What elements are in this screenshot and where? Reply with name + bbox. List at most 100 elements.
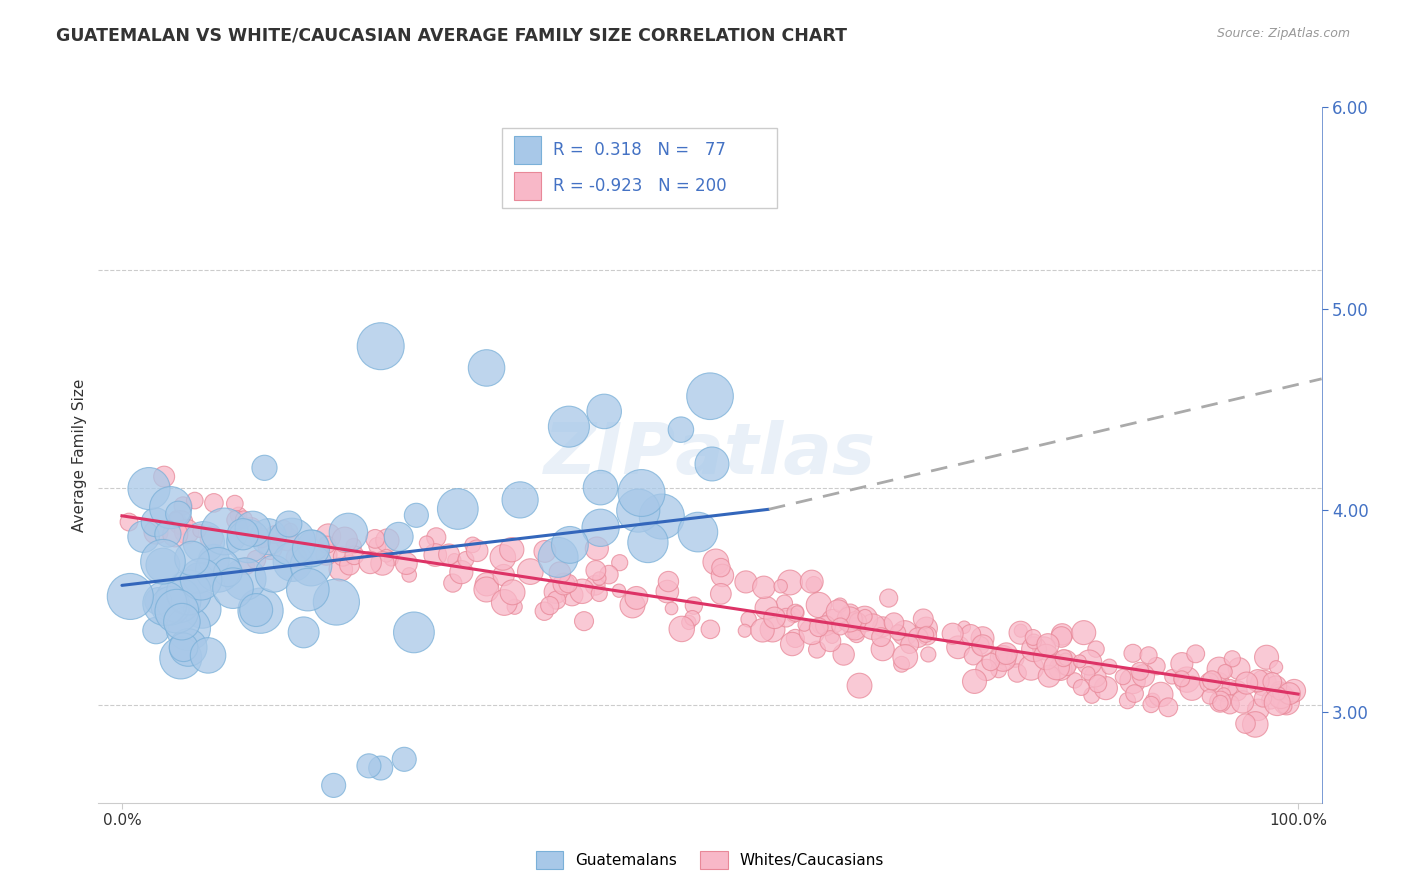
Text: R =  0.318   N =   77: R = 0.318 N = 77 — [554, 141, 727, 159]
Point — [465, 543, 488, 558]
Point — [548, 566, 571, 580]
Point — [357, 759, 380, 773]
Point — [995, 647, 1018, 661]
Point — [1140, 698, 1163, 712]
Point — [375, 549, 398, 563]
Point — [553, 577, 575, 591]
Point — [177, 585, 200, 599]
Point — [917, 648, 939, 662]
Point — [253, 460, 276, 475]
Point — [329, 562, 352, 576]
Point — [1268, 683, 1291, 698]
Point — [242, 522, 264, 536]
Point — [786, 605, 808, 619]
Point — [392, 752, 416, 766]
Point — [1054, 652, 1077, 666]
Bar — [502, 128, 778, 208]
Point — [823, 614, 845, 628]
Point — [780, 637, 803, 651]
Point — [277, 516, 299, 531]
Point — [678, 615, 700, 630]
Point — [547, 550, 569, 565]
Point — [598, 567, 620, 582]
Point — [1022, 631, 1045, 645]
Legend: Guatemalans, Whites/Caucasians: Guatemalans, Whites/Caucasians — [530, 846, 890, 875]
Point — [583, 578, 606, 592]
Point — [969, 639, 991, 653]
Point — [395, 557, 418, 571]
Point — [263, 527, 285, 541]
Point — [782, 608, 804, 623]
Point — [991, 651, 1014, 665]
Point — [207, 563, 229, 577]
Point — [773, 596, 796, 610]
Point — [711, 568, 734, 582]
Point — [1170, 672, 1192, 686]
Point — [475, 361, 498, 376]
Point — [200, 531, 222, 545]
Point — [651, 509, 673, 524]
Point — [380, 552, 402, 566]
Point — [1184, 647, 1206, 661]
Point — [165, 512, 187, 526]
Point — [1035, 650, 1057, 665]
Point — [534, 544, 557, 558]
Point — [166, 604, 188, 618]
Point — [132, 530, 155, 544]
Point — [177, 622, 200, 636]
Point — [153, 596, 176, 610]
Point — [239, 521, 262, 535]
Y-axis label: Average Family Size: Average Family Size — [72, 378, 87, 532]
Point — [544, 585, 567, 599]
Point — [519, 565, 541, 579]
Point — [145, 524, 167, 539]
Point — [153, 469, 176, 483]
Point — [1004, 651, 1026, 665]
Point — [991, 648, 1014, 662]
Point — [187, 571, 209, 585]
Point — [197, 648, 219, 663]
Point — [683, 599, 706, 613]
Point — [775, 610, 797, 624]
Point — [177, 640, 200, 655]
Point — [1244, 717, 1267, 731]
Point — [734, 624, 756, 638]
Point — [832, 648, 855, 662]
Text: Source: ZipAtlas.com: Source: ZipAtlas.com — [1216, 27, 1350, 40]
Point — [1219, 681, 1241, 695]
Point — [1150, 688, 1173, 702]
Point — [447, 502, 470, 516]
Point — [848, 679, 870, 693]
Point — [558, 538, 581, 552]
Point — [1078, 656, 1101, 670]
Point — [1085, 642, 1108, 657]
Point — [828, 598, 851, 612]
Point — [814, 618, 837, 632]
Point — [1256, 650, 1278, 665]
Point — [1208, 662, 1230, 676]
Point — [1022, 634, 1045, 648]
Point — [589, 521, 612, 535]
Point — [894, 650, 917, 665]
Point — [1046, 660, 1069, 674]
Point — [170, 615, 193, 629]
Point — [1265, 680, 1288, 694]
Point — [173, 640, 195, 655]
Point — [1247, 673, 1270, 688]
Point — [1123, 687, 1146, 701]
Point — [281, 534, 304, 549]
Point — [297, 582, 319, 597]
Point — [370, 761, 392, 775]
Point — [769, 579, 792, 593]
Point — [1198, 690, 1220, 704]
Point — [842, 625, 865, 640]
Point — [807, 598, 830, 612]
Point — [232, 527, 254, 541]
Point — [1112, 670, 1135, 684]
Bar — [515, 136, 541, 164]
Point — [1087, 676, 1109, 690]
Point — [509, 492, 531, 507]
Point — [405, 508, 427, 523]
Point — [1236, 676, 1258, 690]
Point — [1270, 689, 1292, 703]
